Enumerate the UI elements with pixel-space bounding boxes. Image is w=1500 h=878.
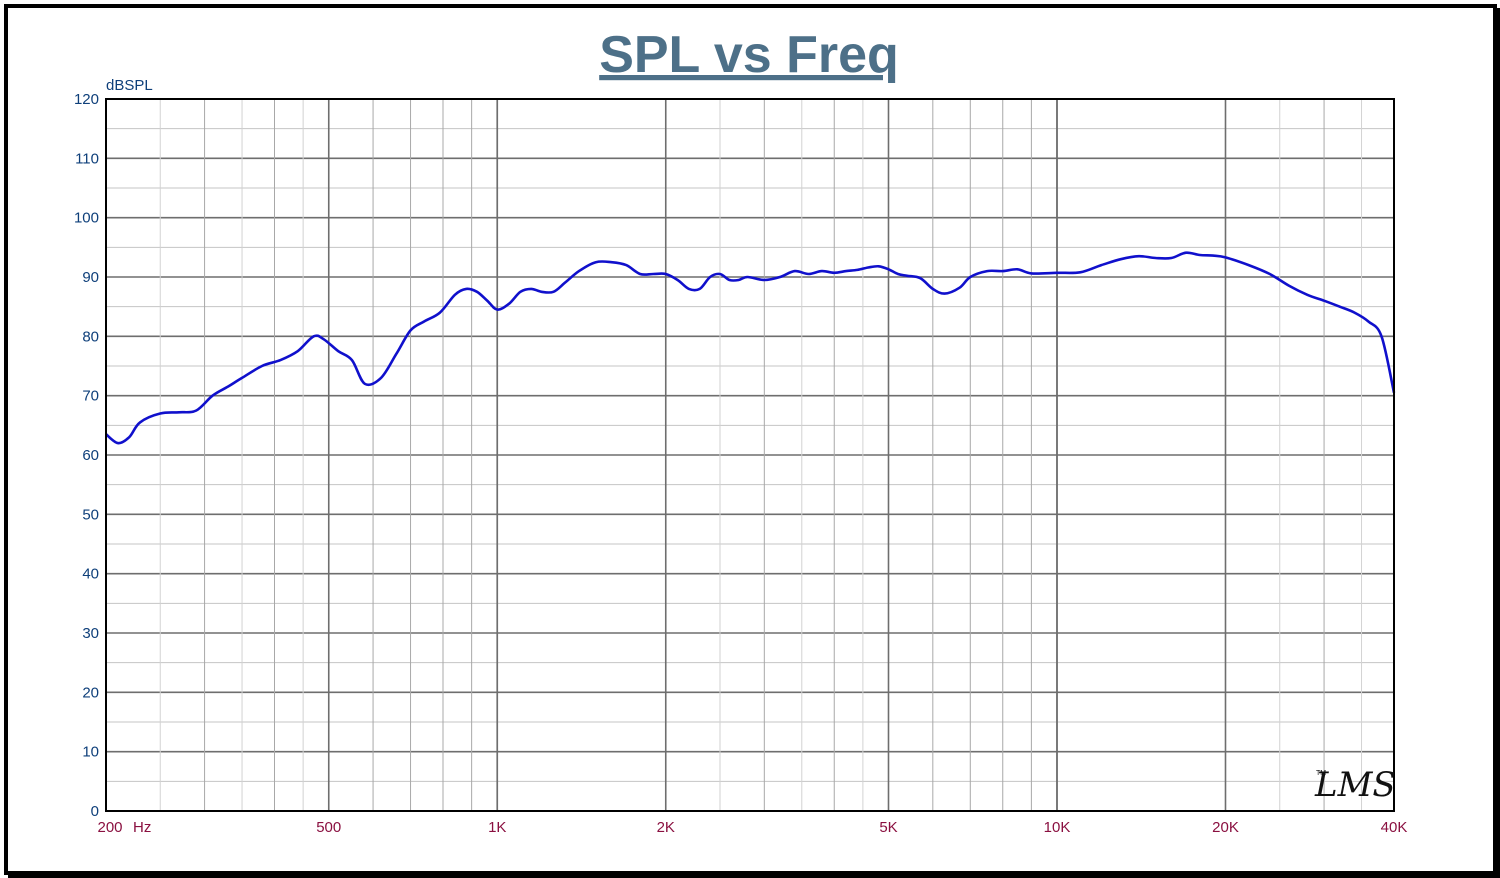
y-tick-label: 90 [82,269,99,286]
plot-border [105,98,1395,812]
lms-logo: LMS TM [1314,765,1396,805]
x-tick-label: 500 [316,819,341,836]
x-tick-label: 2K [657,819,675,836]
x-tick-label: 20K [1212,819,1239,836]
x-tick-label: 5K [879,819,897,836]
y-tick-label: 120 [74,91,99,108]
x-tick-label: 200 [97,819,122,836]
y-tick-labels: 0 10 20 30 40 50 60 70 80 90 100 110 120 [74,91,99,820]
grid-lines [106,98,1394,812]
x-tick-label: 40K [1381,819,1408,836]
x-tick-label: 10K [1044,819,1071,836]
y-tick-label: 100 [74,210,99,227]
lms-logo-text: LMS [1314,765,1396,805]
x-tick-label: 1K [488,819,506,836]
y-tick-label: 50 [82,506,99,523]
chart-title: SPL vs Freq [599,26,899,84]
series-group [105,251,1396,445]
y-tick-label: 0 [91,803,99,820]
y-tick-label: 40 [82,566,99,583]
series-line [105,251,1396,445]
y-tick-label: 110 [75,150,99,167]
lms-logo-tm: TM [1316,770,1326,777]
y-tick-label: 10 [82,744,99,761]
y-tick-label: 30 [82,625,99,642]
y-tick-label: 80 [82,328,99,345]
x-axis-unit-label: Hz [133,819,151,836]
y-tick-label: 70 [82,388,99,405]
y-tick-label: 20 [82,684,99,701]
x-tick-labels: 200 500 1K 2K 5K 10K 20K 40K [97,819,1407,836]
y-axis-unit-label: dBSPL [106,77,153,94]
y-tick-label: 60 [82,447,99,464]
chart-frame [4,4,1497,875]
